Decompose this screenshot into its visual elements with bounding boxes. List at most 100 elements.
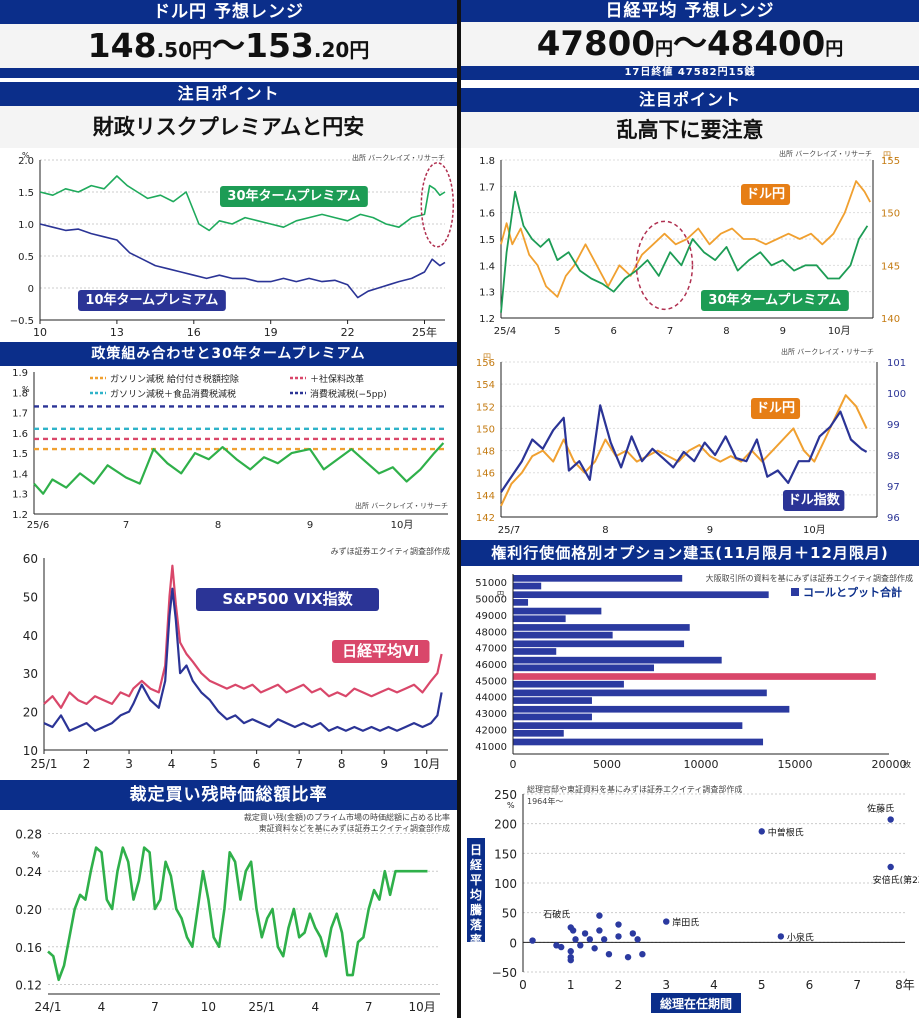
y-tick-label: 1.9: [12, 368, 28, 379]
y-tick-label: 1.7: [12, 409, 28, 420]
y-left-tick-label: 146: [476, 469, 495, 480]
bar: [513, 729, 564, 737]
series-vix-line: [43, 587, 443, 732]
bar: [513, 697, 592, 704]
bar: [513, 689, 767, 697]
x-tick-label: 9: [380, 757, 388, 771]
ylabel-char: 経: [470, 857, 483, 872]
highlight-ellipse: [635, 220, 694, 311]
pm-tenure-panel: 250 200 150 100 50 0 −50% 0 1 2 3 4 5 6 7 8年 石破氏 岸田氏 中曽根氏小…: [461, 780, 919, 1018]
ylabel-char: 均: [470, 887, 482, 902]
y-right-tick-label: 96: [887, 513, 900, 524]
y-tick-label: 0.5: [18, 252, 34, 263]
x-tick-label: 6: [611, 326, 617, 337]
label-10y-box: [78, 290, 226, 311]
x-tick-label: 10: [201, 1000, 216, 1014]
x-tick-label: 25/7: [498, 525, 520, 536]
y-right-unit: 円: [883, 151, 891, 160]
y-left-tick-label: 150: [476, 424, 495, 435]
y-right-tick-label: 150: [881, 209, 900, 220]
margin-ratio-title: 裁定買い残時価総額比率: [0, 780, 457, 810]
usdjpy-30y-panel: 1.8 1.7 1.6 1.5 1.4 1.3 1.2 155 150 145 140 円 25/4 5 6…: [461, 148, 919, 340]
range-high-int: 153: [245, 26, 314, 65]
bar: [513, 582, 542, 590]
scatter-point: [581, 930, 589, 937]
range-tilde: ～: [212, 26, 245, 65]
label-30y-box: [220, 186, 368, 207]
y-tick-label: −50: [492, 966, 517, 980]
scatter-point: [600, 936, 608, 943]
bar: [513, 738, 764, 746]
y-left-tick-label: 1.4: [479, 261, 495, 272]
scatter-point: [567, 948, 574, 955]
bar: [513, 656, 722, 664]
x-tick-label: 2: [83, 757, 91, 771]
point-label: 安倍氏(第2次): [873, 874, 919, 886]
series-usdjpy-line: [500, 394, 868, 507]
bar: [513, 722, 743, 729]
scatter-point: [624, 953, 632, 961]
scatter-point: [577, 942, 584, 949]
x-tick-label: 4: [98, 1000, 106, 1014]
scatter-point: [596, 927, 603, 934]
nikkei-forecast-title: 日経平均 予想レンジ: [461, 0, 919, 22]
y-tick-label: 43000: [475, 709, 507, 720]
bar: [513, 599, 529, 606]
usdjpy-dxy-chart: 156154152150148146144142円101100999897962…: [476, 347, 906, 536]
x-tick-label: 15000: [778, 758, 813, 771]
y-tick-label: 1.2: [12, 510, 28, 521]
x-tick-label: 8年: [895, 978, 915, 992]
label-vix-box: [196, 588, 379, 611]
label-30y: 30年タームプレミアム: [708, 292, 841, 308]
x-tick-label: 16: [187, 326, 201, 339]
y-tick-label: 0.28: [15, 827, 42, 841]
x-tick-label: 7: [295, 757, 303, 771]
policy-mix-panel: 政策組み合わせと30年タームプレミアム 1.9 1.8 1.7 1.6 1.5 1.4 1.…: [0, 342, 457, 537]
legend-swatch: [791, 588, 799, 596]
source-note: 大阪取引所の資料を基にみずほ証券エクイティ調査部作成: [706, 573, 913, 583]
y-left-tick-label: 142: [476, 513, 495, 524]
legend-label: ガソリン減税＋食品消費税減税: [110, 388, 236, 400]
bar: [513, 591, 769, 599]
source-note: 総理官邸や東証資料を基にみずほ証券エクイティ調査部作成: [527, 784, 742, 794]
y-left-tick-label: 1.2: [479, 314, 495, 325]
x-tick-label: 0: [510, 758, 517, 771]
legend-label: 消費税減税(−5pp): [310, 388, 387, 400]
scatter-point: [596, 912, 603, 919]
series-margin-ratio-line: [47, 846, 428, 982]
nikkei-tilde: ～: [673, 24, 707, 64]
bar: [513, 607, 602, 615]
series-usdjpy-line: [500, 180, 871, 298]
y-right-tick-label: 100: [887, 389, 906, 400]
policy-mix-title: 政策組み合わせと30年タームプレミアム: [0, 342, 457, 366]
y-tick-label: 41000: [475, 742, 507, 753]
y-tick-label: 1.5: [18, 188, 34, 199]
y-right-tick-label: 99: [887, 420, 900, 431]
point-label: 佐藤氏: [867, 803, 894, 815]
x-tick-label: 9: [780, 326, 786, 337]
x-tick-label: 10月: [828, 325, 851, 337]
legend-label: コールとプット合計: [803, 585, 902, 599]
y-tick-label: 48000: [475, 627, 507, 638]
y-right-tick-label: 140: [881, 314, 900, 325]
source-note: 出所 バークレイズ・リサーチ: [781, 347, 874, 356]
y-tick-label: 50000: [475, 595, 507, 606]
y-tick-label: 1.8: [12, 388, 28, 399]
usdjpy-point-text: 財政リスクプレミアムと円安: [0, 106, 457, 148]
x-tick-label: 7: [151, 1000, 159, 1014]
y-tick-label: 1.0: [18, 220, 34, 231]
x-tick-label: 7: [667, 326, 673, 337]
x-tick-label: 10月: [391, 519, 414, 531]
x-tick-label: 25/4: [494, 326, 516, 337]
x-tick-label: 10月: [413, 757, 440, 771]
y-left-unit: 円: [483, 353, 491, 362]
y-left-tick-label: 144: [476, 491, 495, 502]
label-usdjpy: ドル円: [756, 401, 795, 416]
y-tick-label: 200: [494, 818, 517, 832]
x-tick-label: 5: [210, 757, 218, 771]
scatter-point: [567, 956, 574, 964]
range-high-dec: .20円: [313, 38, 370, 62]
y-tick-label: 40: [23, 629, 38, 643]
y-tick-label: 150: [494, 847, 517, 861]
vix-panel: 60 50 40 30 20 10 25/1 2 3 4 5 6 7 8 9 10月 S&P500 VIX指数日…: [0, 540, 457, 778]
